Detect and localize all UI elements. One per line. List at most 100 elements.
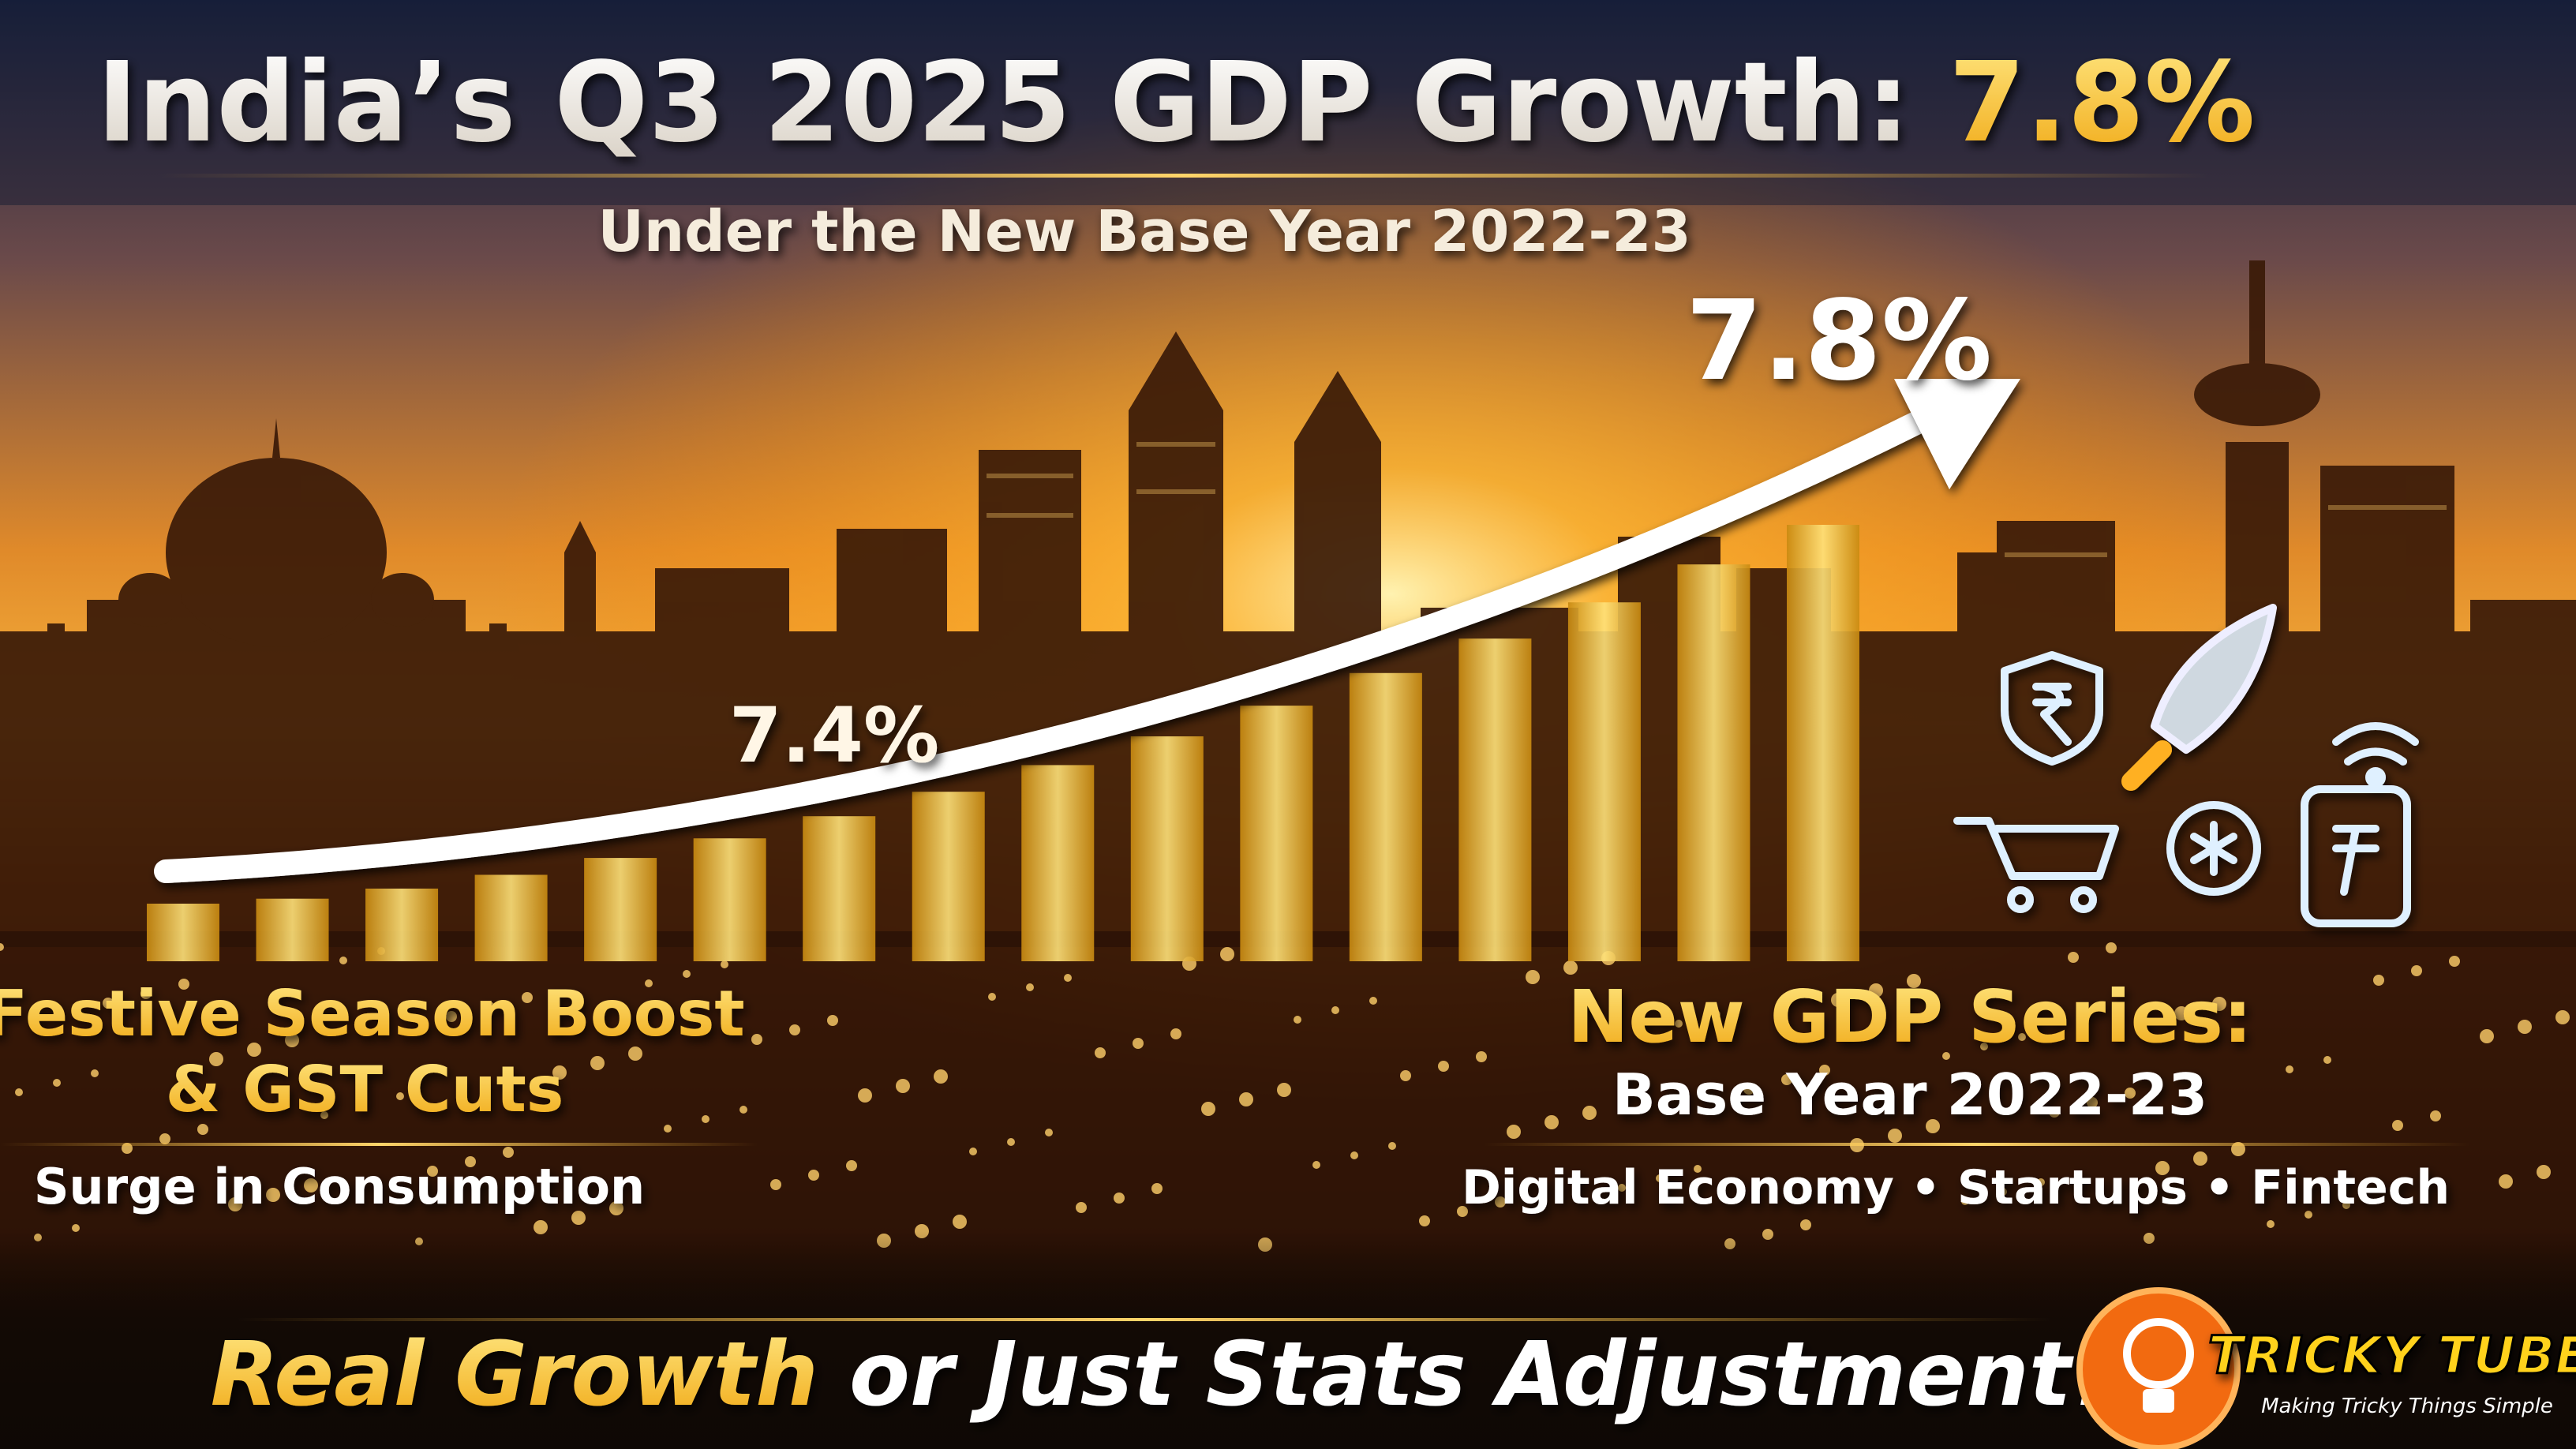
light	[2499, 1174, 2513, 1189]
light	[1637, 1029, 1645, 1037]
light	[1369, 997, 1377, 1005]
light	[1170, 1028, 1181, 1039]
light	[2174, 1006, 2188, 1020]
light	[159, 1133, 170, 1144]
light	[590, 1056, 605, 1070]
light	[446, 1011, 457, 1022]
light	[1831, 993, 1845, 1007]
light	[1350, 1151, 1358, 1159]
phone-icon	[2301, 785, 2411, 927]
light	[140, 988, 152, 999]
light	[1495, 1196, 1506, 1208]
light	[2323, 1056, 2331, 1064]
light	[103, 998, 114, 1009]
bar	[147, 904, 219, 961]
logo-badge	[2076, 1287, 2241, 1449]
light	[1457, 1206, 1468, 1217]
light	[1388, 1142, 1396, 1150]
bar	[1130, 736, 1204, 961]
title-shade	[0, 0, 2576, 205]
light	[1713, 1010, 1720, 1018]
bar	[1458, 638, 1532, 961]
light	[1076, 1202, 1087, 1213]
wifi-icon	[2332, 722, 2419, 766]
subtitle: Under the New Base Year 2022-23	[597, 198, 1690, 264]
light	[2106, 942, 2117, 953]
light	[1942, 1052, 1950, 1060]
start-label: 7.4%	[729, 691, 939, 780]
bottom-rule	[237, 1318, 2052, 1321]
light	[2193, 1151, 2207, 1166]
light	[1201, 1102, 1215, 1116]
light	[1045, 1129, 1053, 1136]
left-caption: Surge in Consumption	[34, 1158, 645, 1215]
string-lights	[0, 942, 2570, 1252]
light	[1675, 1020, 1683, 1028]
bar	[474, 874, 548, 961]
light	[484, 1002, 495, 1013]
light	[247, 1043, 261, 1057]
light	[896, 1079, 910, 1093]
light	[858, 1088, 872, 1103]
light	[789, 1024, 800, 1035]
light	[1819, 1065, 1830, 1076]
logo-bulb	[2123, 1318, 2194, 1389]
bar	[693, 838, 766, 961]
light	[808, 1170, 819, 1181]
light	[1869, 983, 1883, 998]
light	[934, 1069, 948, 1084]
light	[1095, 1047, 1106, 1058]
light	[1294, 1016, 1301, 1024]
window-lights	[987, 442, 2447, 557]
bar	[912, 792, 985, 961]
light	[197, 1124, 208, 1135]
light	[228, 1197, 242, 1211]
light	[2411, 965, 2422, 976]
question: Real Growth or Just Stats Adjustment?	[211, 1324, 2123, 1426]
light	[2155, 1161, 2170, 1175]
light	[1694, 1165, 1702, 1173]
light	[1133, 1038, 1144, 1049]
light	[2049, 1106, 2060, 1118]
light	[969, 1148, 977, 1155]
light	[645, 979, 653, 987]
arrow-head	[1894, 379, 2020, 489]
light	[827, 1015, 838, 1026]
title: India’s Q3 2025 GDP Growth: 7.8%	[97, 39, 2256, 167]
light	[571, 1211, 586, 1225]
light	[2068, 952, 2079, 963]
right-heading: New GDP Series:	[1567, 975, 2252, 1059]
light	[2555, 1010, 2570, 1024]
light	[1888, 1129, 1902, 1143]
logo-bulb-base	[2143, 1389, 2174, 1413]
light	[72, 1224, 80, 1232]
light	[1007, 1138, 1015, 1146]
light	[2537, 1165, 2551, 1179]
light	[0, 943, 4, 951]
light	[628, 1046, 642, 1061]
light	[1400, 1070, 1411, 1081]
light	[1331, 1006, 1339, 1014]
shield-icon	[2001, 651, 2103, 766]
light	[1961, 1197, 1969, 1205]
light	[1980, 1043, 1988, 1050]
light	[1907, 974, 1921, 988]
question-rest: or Just Stats Adjustment?	[849, 1324, 2122, 1426]
light	[683, 970, 691, 978]
light	[1563, 960, 1578, 975]
light	[1220, 947, 1234, 961]
light	[2480, 1029, 2494, 1043]
light	[522, 992, 533, 1003]
light	[846, 1160, 857, 1171]
light	[988, 993, 996, 1001]
left-heading-2: & GST Cuts	[166, 1053, 564, 1126]
light	[1926, 1119, 1940, 1133]
asterisk-mark	[2190, 821, 2237, 876]
light	[2267, 1220, 2275, 1228]
light	[2125, 1088, 2136, 1099]
light	[209, 1052, 223, 1066]
left-rule	[0, 1143, 758, 1146]
light	[2037, 1178, 2045, 1186]
bar	[803, 816, 876, 961]
icons	[1953, 604, 2419, 927]
